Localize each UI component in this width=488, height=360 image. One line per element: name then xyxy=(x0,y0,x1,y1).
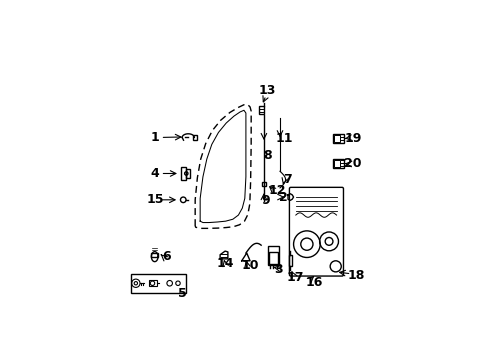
Text: 10: 10 xyxy=(242,259,259,272)
Text: 14: 14 xyxy=(217,257,234,270)
Text: 12: 12 xyxy=(268,184,286,197)
Text: 16: 16 xyxy=(305,276,323,289)
Bar xyxy=(181,167,186,180)
Text: 17: 17 xyxy=(285,271,303,284)
Text: 19: 19 xyxy=(344,131,361,144)
Text: 1: 1 xyxy=(150,131,159,144)
Text: 13: 13 xyxy=(258,84,275,97)
Text: 4: 4 xyxy=(150,167,159,180)
Bar xyxy=(186,169,190,178)
Text: 18: 18 xyxy=(346,269,364,282)
Bar xyxy=(332,134,344,143)
Text: 15: 15 xyxy=(146,193,163,206)
Bar xyxy=(332,158,344,168)
Text: 8: 8 xyxy=(263,149,271,162)
Text: 7: 7 xyxy=(282,173,291,186)
Bar xyxy=(267,246,278,265)
Bar xyxy=(288,255,291,266)
Bar xyxy=(149,280,157,286)
Bar xyxy=(261,182,265,186)
Bar xyxy=(334,159,339,167)
Bar xyxy=(259,106,264,114)
Bar xyxy=(334,135,339,142)
Text: 5: 5 xyxy=(178,287,187,300)
Bar xyxy=(192,135,196,140)
Bar xyxy=(151,253,158,257)
Text: 9: 9 xyxy=(261,194,269,207)
Bar xyxy=(131,274,186,293)
Text: 2: 2 xyxy=(278,190,287,203)
Text: 11: 11 xyxy=(275,132,293,145)
Text: 6: 6 xyxy=(162,250,171,263)
Text: 3: 3 xyxy=(273,262,282,276)
Bar xyxy=(241,260,249,261)
Bar xyxy=(268,252,277,264)
Text: 20: 20 xyxy=(344,157,361,170)
